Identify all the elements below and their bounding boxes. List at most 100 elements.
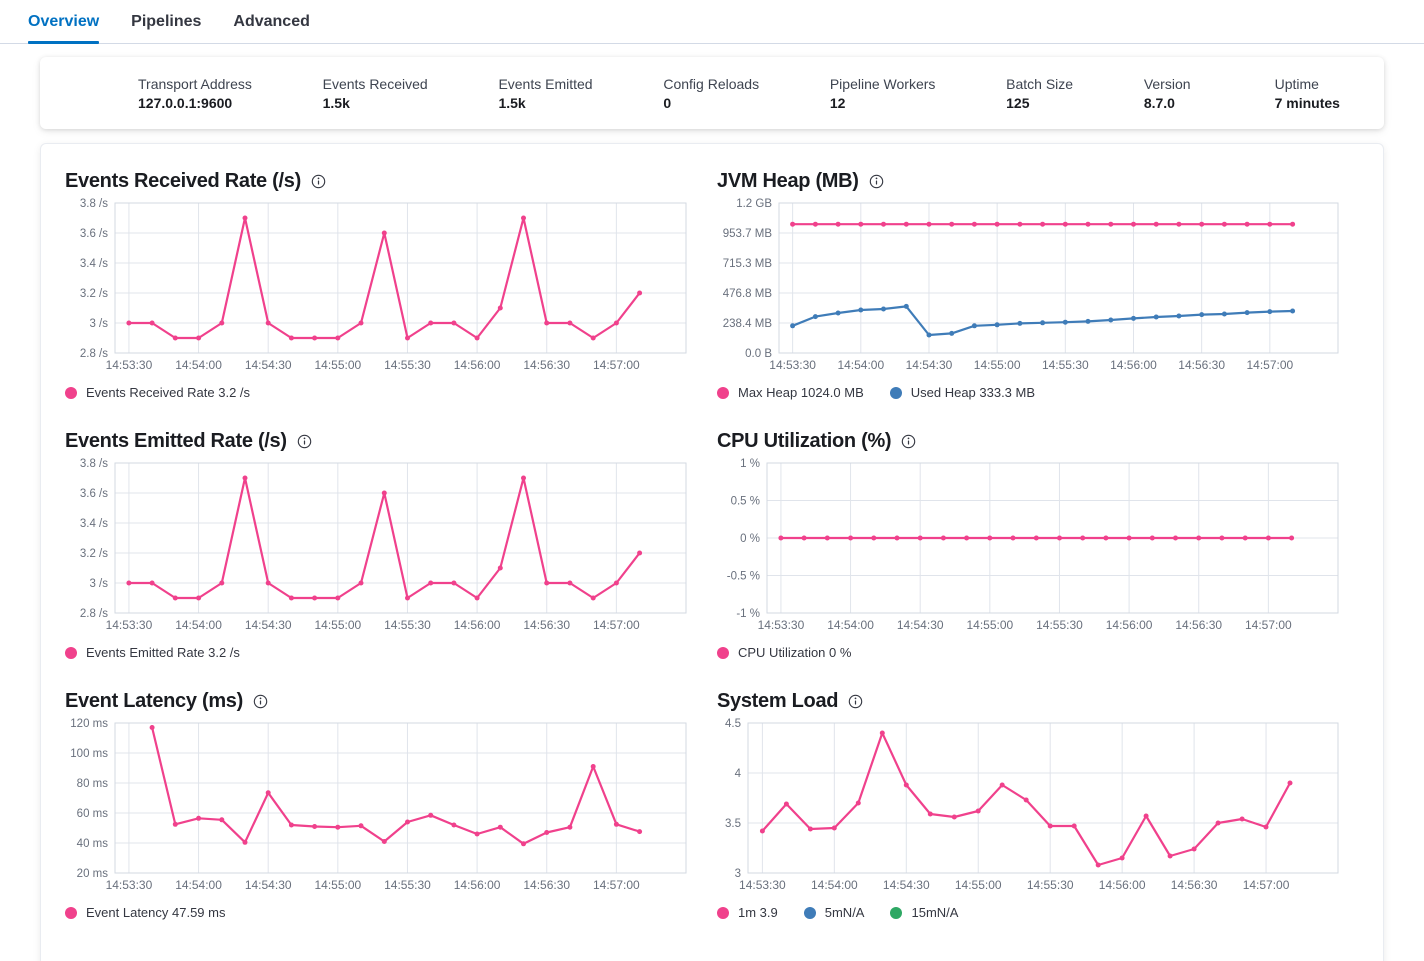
svg-text:14:54:00: 14:54:00 (175, 878, 222, 892)
legend-item[interactable]: Used Heap 333.3 MB (889, 385, 1035, 400)
svg-text:715.3 MB: 715.3 MB (723, 258, 773, 270)
legend-item[interactable]: 15mN/A (890, 905, 958, 920)
stat-events-received: Events Received 1.5k (323, 76, 428, 111)
legend-dot-icon (717, 646, 729, 659)
info-icon[interactable] (311, 174, 326, 189)
legend-label: CPU Utilization 0 % (738, 645, 852, 660)
chart-legend: Event Latency 47.59 ms (65, 905, 687, 920)
stat-pipeline-workers: Pipeline Workers 12 (830, 76, 936, 111)
svg-text:14:55:00: 14:55:00 (974, 358, 1021, 372)
chart-title-event-latency: Event Latency (ms) (65, 690, 243, 712)
tab-bar: Overview Pipelines Advanced (0, 0, 1424, 44)
chart-legend: Events Emitted Rate 3.2 /s (65, 645, 687, 660)
svg-text:14:57:00: 14:57:00 (593, 878, 640, 892)
svg-text:14:56:00: 14:56:00 (454, 878, 501, 892)
info-icon[interactable] (901, 434, 916, 449)
legend-item[interactable]: CPU Utilization 0 % (717, 645, 851, 660)
info-icon[interactable] (297, 434, 312, 449)
svg-text:3.4 /s: 3.4 /s (80, 518, 108, 530)
svg-text:14:57:00: 14:57:00 (1246, 358, 1293, 372)
svg-text:14:55:30: 14:55:30 (384, 358, 431, 372)
svg-text:60 ms: 60 ms (77, 808, 109, 820)
chart-cpu-utilization: CPU Utilization (%) 1 % 0.5 % 0 % -0.5 % -1 %… (717, 430, 1339, 660)
legend-item[interactable]: Events Received Rate 3.2 /s (65, 385, 250, 400)
chart-plot-events-received-rate[interactable]: 3.8 /s 3.6 /s 3.4 /s 3.2 /s 3 /s 2.8 /s14:53:… (65, 197, 687, 375)
chart-title-events-emitted-rate: Events Emitted Rate (/s) (65, 430, 287, 452)
chart-title-row: Events Received Rate (/s) (65, 170, 687, 193)
svg-text:3.6 /s: 3.6 /s (80, 228, 108, 240)
legend-item[interactable]: 1m 3.9 (717, 905, 778, 920)
legend-label: 1m 3.9 (738, 905, 778, 920)
svg-text:3: 3 (735, 868, 741, 880)
info-icon[interactable] (253, 694, 268, 709)
svg-text:14:55:00: 14:55:00 (314, 878, 361, 892)
svg-text:3.8 /s: 3.8 /s (80, 198, 108, 210)
chart-system-load: System Load 4.5 4 3.5 3 14:53:30 14:54:00 14:54… (717, 690, 1339, 920)
chart-plot-events-emitted-rate[interactable]: 3.8 /s 3.6 /s 3.4 /s 3.2 /s 3 /s 2.8 /s14:53:… (65, 457, 687, 635)
svg-text:3 /s: 3 /s (89, 578, 108, 590)
legend-label: 5mN/A (824, 905, 865, 920)
chart-plot-event-latency[interactable]: 120 ms 100 ms 80 ms 60 ms 40 ms 20 ms14:53:30… (65, 717, 687, 895)
legend-label: 15mN/A (911, 905, 959, 920)
chart-plot-jvm-heap[interactable]: 1.2 GB 953.7 MB 715.3 MB 476.8 MB 238.4 MB 0.… (717, 197, 1339, 375)
tab-advanced[interactable]: Advanced (233, 13, 310, 30)
stat-batch-size: Batch Size 125 (1006, 76, 1073, 111)
svg-text:3.2 /s: 3.2 /s (80, 288, 108, 300)
chart-plot-cpu-utilization[interactable]: 1 % 0.5 % 0 % -0.5 % -1 %14:53:30 14:54:00 14:… (717, 457, 1339, 635)
tab-overview[interactable]: Overview (28, 13, 100, 44)
svg-text:14:56:00: 14:56:00 (1099, 878, 1146, 892)
legend-dot-icon (65, 906, 77, 919)
chart-jvm-heap: JVM Heap (MB) 1.2 GB 953.7 MB 715.3 MB 476.8… (717, 170, 1339, 400)
svg-text:20 ms: 20 ms (77, 868, 109, 880)
stat-label: Events Emitted (498, 75, 593, 92)
info-icon[interactable] (869, 174, 884, 189)
svg-text:14:56:00: 14:56:00 (1110, 358, 1157, 372)
legend-dot-icon (717, 906, 729, 919)
svg-text:238.4 MB: 238.4 MB (723, 318, 773, 330)
legend-dot-icon (65, 646, 77, 659)
svg-text:14:55:30: 14:55:30 (384, 618, 431, 632)
chart-title-row: Events Emitted Rate (/s) (65, 430, 687, 453)
svg-text:14:53:30: 14:53:30 (106, 878, 153, 892)
svg-text:14:54:00: 14:54:00 (811, 878, 858, 892)
svg-text:14:54:00: 14:54:00 (837, 358, 884, 372)
svg-text:14:53:30: 14:53:30 (739, 878, 786, 892)
svg-text:14:53:30: 14:53:30 (106, 618, 153, 632)
svg-text:0 %: 0 % (740, 533, 760, 545)
stat-label: Config Reloads (663, 75, 760, 92)
chart-title-row: System Load (717, 690, 1339, 713)
svg-text:14:56:30: 14:56:30 (1171, 878, 1218, 892)
svg-text:14:56:30: 14:56:30 (1178, 358, 1225, 372)
tab-pipelines[interactable]: Pipelines (131, 13, 202, 30)
stat-label: Version (1143, 75, 1191, 92)
svg-text:14:55:30: 14:55:30 (1036, 618, 1083, 632)
stat-events-emitted: Events Emitted 1.5k (498, 76, 592, 111)
svg-text:1 %: 1 % (740, 458, 760, 470)
svg-text:14:55:00: 14:55:00 (966, 618, 1013, 632)
svg-text:80 ms: 80 ms (77, 778, 109, 790)
charts-grid: Events Received Rate (/s) 3.8 /s 3.6 /s 3.4… (65, 170, 1359, 920)
stat-config-reloads: Config Reloads 0 (663, 76, 759, 111)
svg-text:14:57:00: 14:57:00 (1245, 618, 1292, 632)
svg-text:14:53:30: 14:53:30 (758, 618, 805, 632)
svg-text:14:56:30: 14:56:30 (523, 358, 570, 372)
svg-text:14:53:30: 14:53:30 (769, 358, 816, 372)
svg-text:0.5 %: 0.5 % (731, 495, 760, 507)
legend-label: Events Received Rate 3.2 /s (86, 385, 251, 400)
stat-label: Transport Address (138, 75, 252, 92)
chart-events-received-rate: Events Received Rate (/s) 3.8 /s 3.6 /s 3.4… (65, 170, 687, 400)
svg-text:14:54:30: 14:54:30 (897, 618, 944, 632)
legend-dot-icon (889, 386, 902, 399)
legend-dot-icon (890, 906, 903, 919)
svg-text:14:55:30: 14:55:30 (1027, 878, 1074, 892)
legend-item[interactable]: Events Emitted Rate 3.2 /s (65, 645, 240, 660)
info-icon[interactable] (848, 694, 863, 709)
chart-plot-system-load[interactable]: 4.5 4 3.5 314:53:30 14:54:00 14:54:30 14:55:00… (717, 717, 1339, 895)
legend-item[interactable]: 5mN/A (803, 905, 865, 920)
svg-text:2.8 /s: 2.8 /s (80, 608, 108, 620)
legend-item[interactable]: Max Heap 1024.0 MB (717, 385, 864, 400)
svg-text:14:54:30: 14:54:30 (245, 878, 292, 892)
svg-text:14:56:30: 14:56:30 (523, 878, 570, 892)
stat-label: Uptime (1274, 75, 1319, 92)
legend-item[interactable]: Event Latency 47.59 ms (65, 905, 225, 920)
